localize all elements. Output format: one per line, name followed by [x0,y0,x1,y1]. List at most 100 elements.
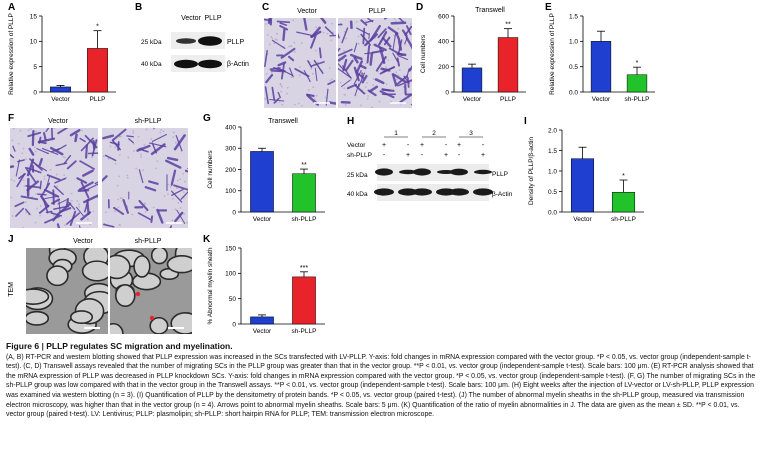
blot-h-vector-mark: - [482,142,485,149]
micro-c-label-vector: Vector [297,8,317,15]
micrograph-c-pllp [338,18,412,108]
blot-h-vector-mark: + [457,142,461,149]
chart-G-bar [250,151,274,213]
chart-I-ytick-label: 0.5 [548,189,557,196]
blot-h-band-actin [398,188,418,196]
chart-A-category-label: Vector [51,96,70,103]
panel-label-i: I [524,116,527,127]
micro-c-label-pllp: PLLP [368,8,386,15]
blot-b-kda-40: 40 kDa [141,61,162,68]
chart-G-title: Transwell [268,118,298,125]
chart-G-ytick-label: 0 [232,209,236,216]
bar-chart-g: Transwell 0 100 200 300 400 Cell numbers Vector… [207,118,325,223]
blot-h-sh-mark: - [421,152,424,159]
chart-D-bar [461,67,483,93]
chart-K-ytick-label: 150 [225,245,236,252]
chart-A-significance: * [96,24,99,31]
bar-chart-e: 0.0 0.5 1.0 1.5 Relative expression of PLLP V… [549,13,655,103]
blot-h-sh-mark: - [458,152,461,159]
blot-h-label-actin: β-Actin [492,191,513,198]
blot-h-kda-40: 40 kDa [347,191,368,198]
chart-D-ytick-label: 400 [438,39,449,46]
chart-E-category-label: Vector [592,96,611,103]
chart-K-bar [250,316,274,325]
blot-h-band-pllp [375,168,393,176]
chart-K-ytick-label: 50 [229,296,237,303]
chart-A-ytick-label: 10 [30,39,38,46]
chart-K-category-label: sh-PLLP [292,328,317,335]
chart-G-significance: ** [301,162,307,169]
chart-D-ytick-label: 600 [438,13,449,20]
micrograph-panel-f: Vector sh-PLLP [8,118,198,230]
chart-I-significance: * [622,173,625,180]
chart-K-ytick-label: 0 [232,321,236,328]
panel-label-b: B [135,2,143,13]
micrograph-f-vector [10,128,98,228]
blot-h-row-sh: sh-PLLP [347,152,372,159]
blot-h-row-vector: Vector [347,142,366,149]
panel-label-f: F [8,113,15,124]
panel-label-a: A [8,2,16,13]
blot-h-band-pllp [450,168,468,176]
micrograph-panel-c: Vector PLLP [262,8,414,110]
blot-h-vector-mark: + [420,142,424,149]
panel-label-d: D [416,2,424,13]
chart-G-ylabel: Cell numbers [207,150,214,189]
bar-chart-a: 0 5 10 15 Relative expression of PLLP Vector *… [8,13,116,103]
chart-K-ylabel: % Abnormal myelin sheath [207,247,214,324]
blot-h-band-pllp [413,168,431,176]
western-blot-b: Vector PLLP 25 kDa 40 kDa PLLP β-Actin [141,15,249,72]
chart-D-title: Transwell [475,7,505,14]
chart-D-category-label: PLLP [500,96,516,103]
chart-D-significance: ** [505,22,511,29]
figure-caption: Figure 6 | PLLP regulates SC migration a… [6,341,758,420]
chart-D-ytick-label: 0 [445,89,449,96]
chart-A-ylabel: Relative expression of PLLP [8,13,15,95]
blot-h-band-actin [374,188,394,196]
chart-A-ytick-label: 15 [30,13,38,20]
micrograph-c-vector [264,18,336,108]
chart-K-category-label: Vector [253,328,272,335]
chart-A-category-label: PLLP [90,96,106,103]
blot-h-vector-mark: - [407,142,410,149]
blot-b-label-pllp: PLLP [227,39,244,46]
chart-E-bar [590,41,612,93]
chart-E-ytick-label: 1.5 [569,13,578,20]
chart-D-ylabel: Cell numbers [420,34,427,73]
chart-I-ytick-label: 1.5 [548,148,557,155]
chart-A-bar [50,86,71,93]
chart-E-ytick-label: 1.0 [569,39,578,46]
abnormal-myelin-marker [135,291,141,297]
chart-D-bar [497,37,519,93]
blot-h-sh-mark: + [444,152,448,159]
blot-h-group-2: 2 [432,130,436,137]
blot-h-sh-mark: - [383,152,386,159]
panel-label-g: G [203,113,211,124]
blot-h-band-actin [473,188,493,196]
chart-G-bar [292,173,316,213]
chart-I-bar [611,192,636,213]
blot-h-kda-25: 25 kDa [347,172,368,179]
bar-chart-k: 0 50 100 150 % Abnormal myelin sheath Vector *… [207,245,325,335]
micro-f-label-sh: sh-PLLP [134,118,162,125]
blot-h-group-3: 3 [469,130,473,137]
chart-E-ytick-label: 0.5 [569,64,578,71]
tem-sh-pllp [110,248,192,334]
chart-I-ylabel: Density of PLLP/β-actin [528,137,535,205]
blot-h-band-pllp [474,169,492,175]
chart-D-category-label: Vector [463,96,482,103]
blot-h-label-pllp: PLLP [492,171,508,178]
tem-j-label-vector: Vector [73,238,93,245]
chart-E-ylabel: Relative expression of PLLP [549,13,556,95]
blot-h-sh-mark: + [481,152,485,159]
chart-I-bar [570,158,595,213]
chart-G-ytick-label: 200 [225,167,236,174]
bar-chart-i: 0.0 0.5 1.0 1.5 2.0 Density of PLLP/β-actin Ve… [528,127,644,223]
caption-body: (A, B) RT-PCR and western blotting showe… [6,353,756,419]
chart-E-significance: * [636,60,639,67]
micro-f-label-vector: Vector [48,118,68,125]
chart-A-ytick-label: 0 [33,89,37,96]
blot-b-kda-25: 25 kDa [141,39,162,46]
chart-G-ytick-label: 300 [225,146,236,153]
chart-I-category-label: sh-PLLP [611,216,636,223]
